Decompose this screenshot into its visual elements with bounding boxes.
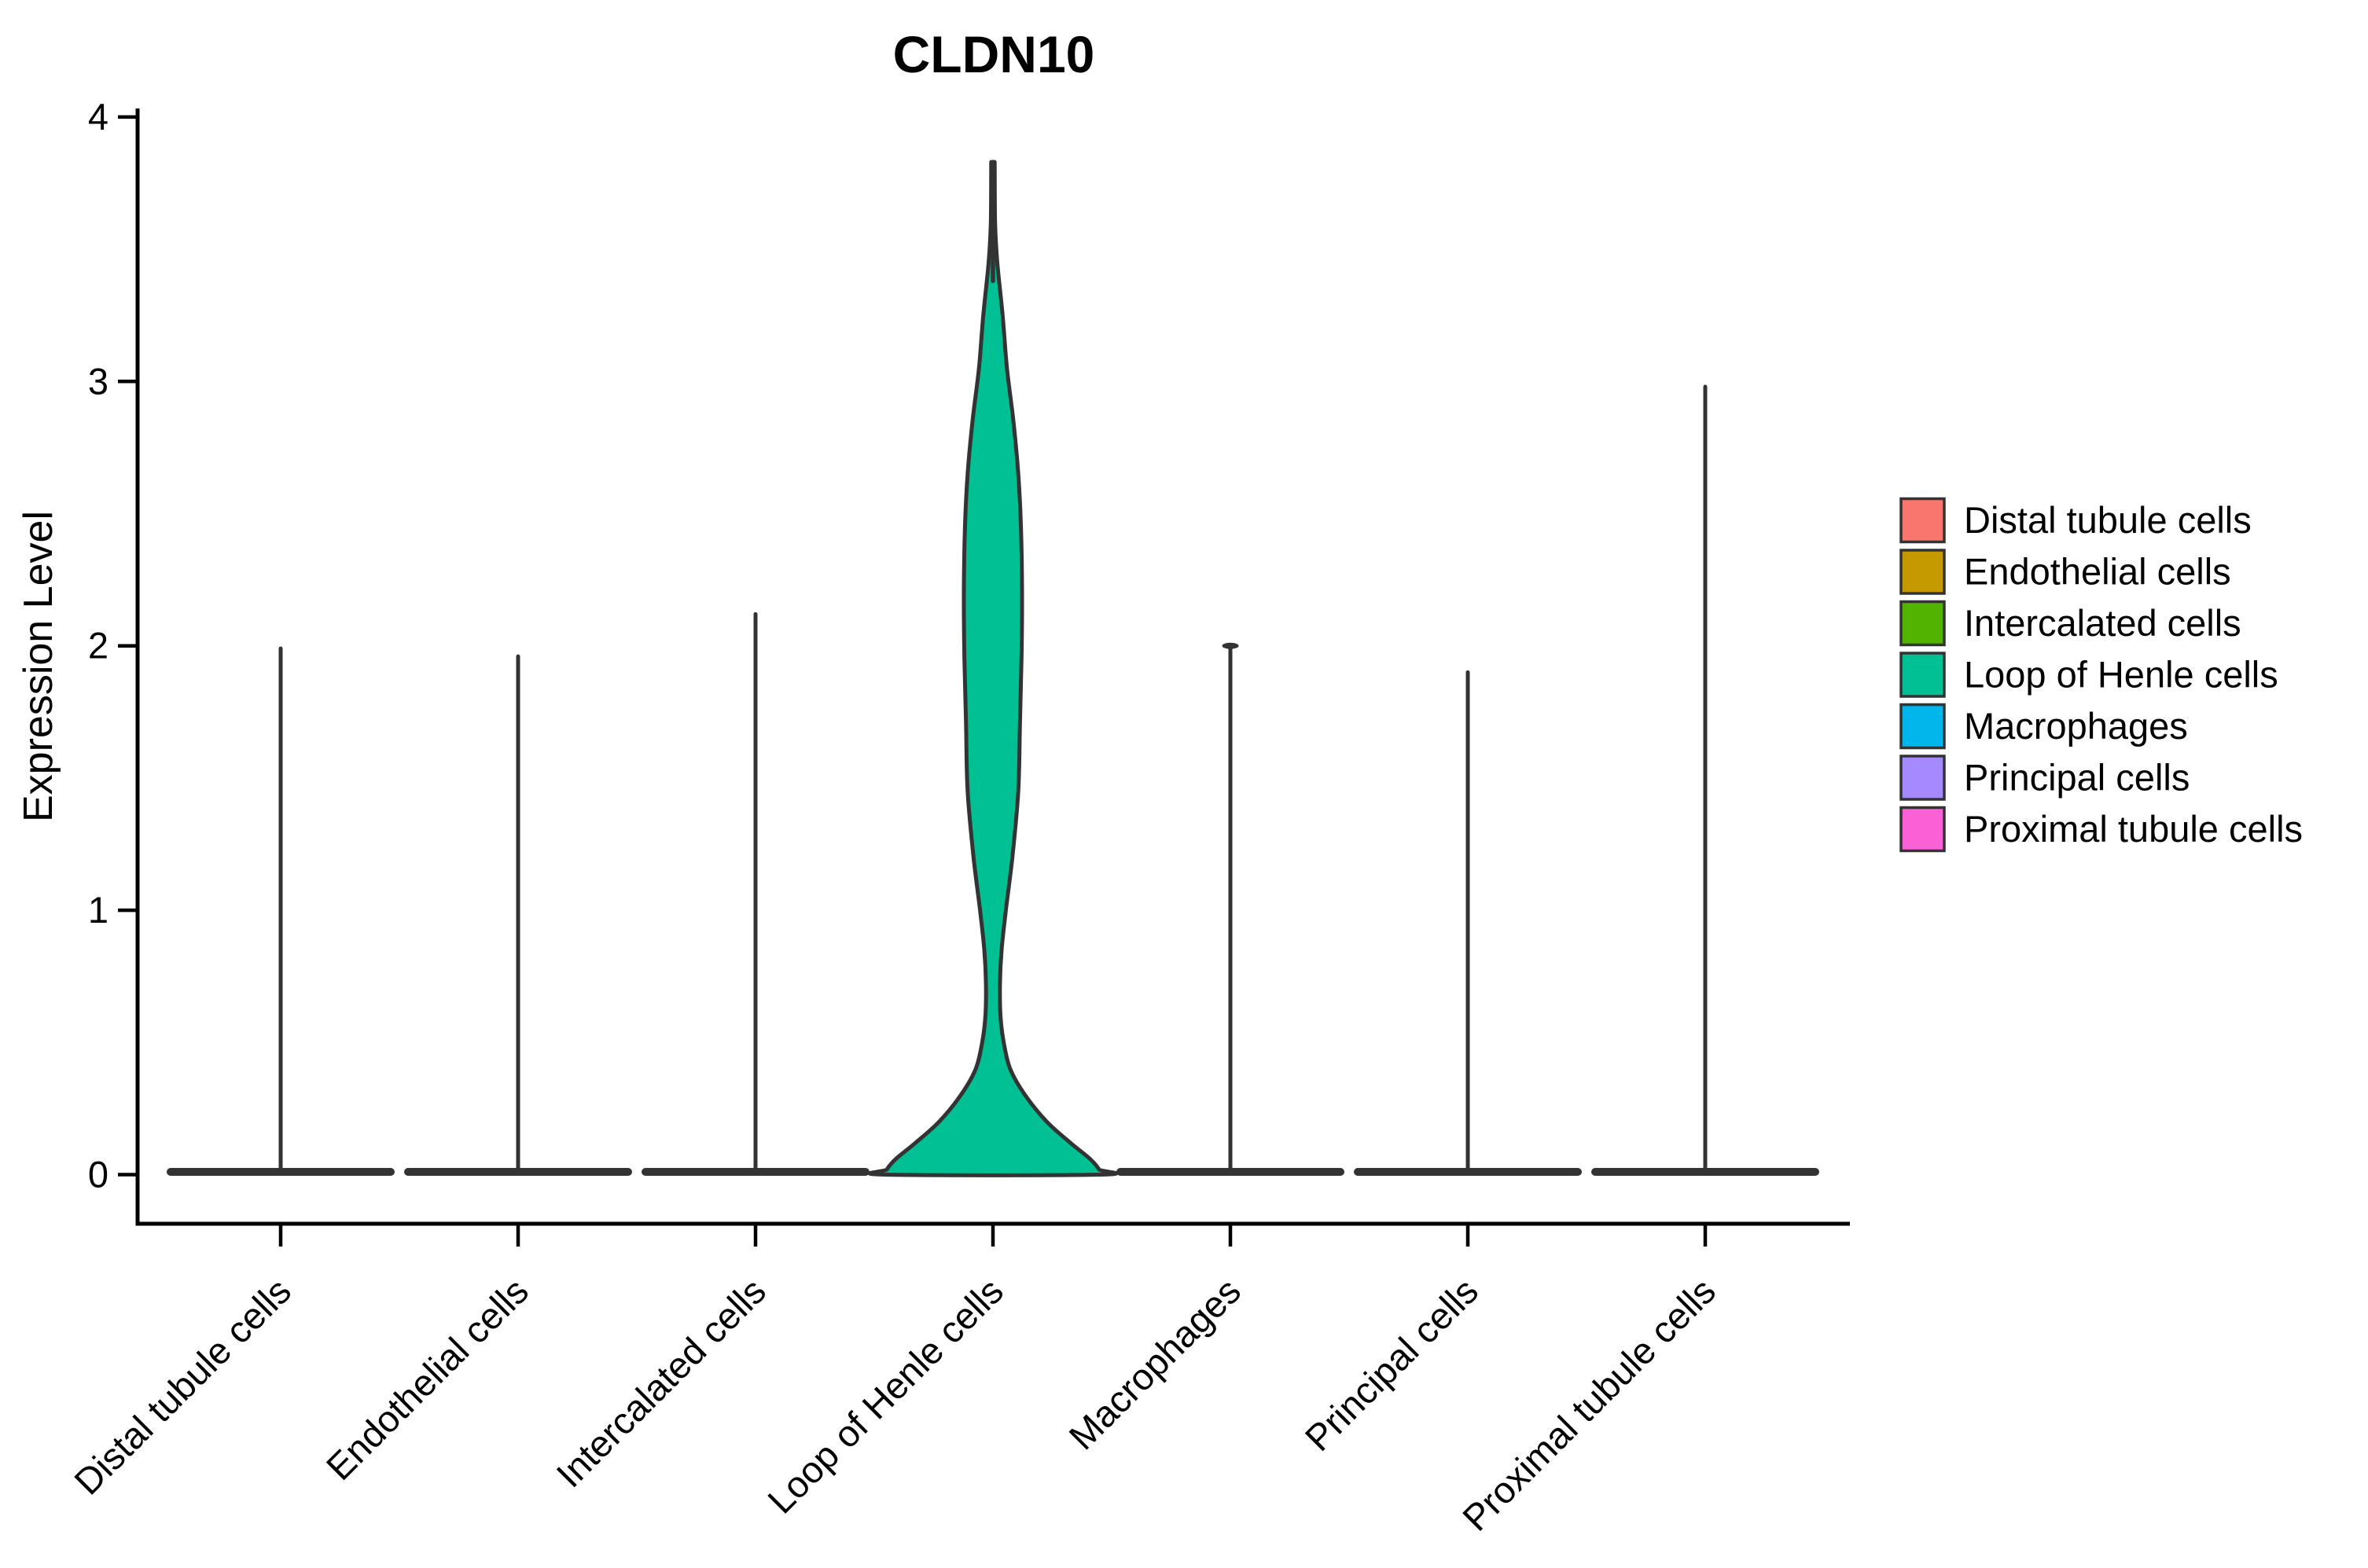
- violin-macrophages: [1116, 642, 1344, 1176]
- legend-key-distal-tubule-cells: [1899, 497, 1946, 544]
- y-tick-label-2: 2: [88, 625, 108, 666]
- violin-endothelial-cells: [404, 654, 632, 1176]
- legend-label-principal-cells: Principal cells: [1964, 757, 2190, 799]
- x-label-intercalated-cells: Intercalated cells: [548, 1270, 774, 1496]
- legend-label-endothelial-cells: Endothelial cells: [1964, 551, 2231, 593]
- legend-label-intercalated-cells: Intercalated cells: [1964, 602, 2241, 644]
- violin-body-loop-of-henle-cells: [867, 160, 1119, 1177]
- violin-principal-cells: [1354, 670, 1582, 1176]
- violin-proximal-tubule-cells: [1591, 384, 1819, 1176]
- legend-item-proximal-tubule-cells: Proximal tubule cells: [1899, 806, 2303, 853]
- legend-label-distal-tubule-cells: Distal tubule cells: [1964, 499, 2252, 541]
- x-label-distal-tubule-cells: Distal tubule cells: [66, 1270, 299, 1503]
- violin-distal-tubule-cells: [167, 646, 395, 1176]
- x-label-proximal-tubule-cells: Proximal tubule cells: [1454, 1270, 1723, 1539]
- x-label-principal-cells: Principal cells: [1296, 1270, 1486, 1460]
- legend-item-macrophages: Macrophages: [1899, 703, 2188, 750]
- legend-item-endothelial-cells: Endothelial cells: [1899, 549, 2231, 595]
- y-tick-label-3: 3: [88, 360, 108, 402]
- y-tick-label-1: 1: [88, 889, 108, 931]
- legend-key-macrophages: [1899, 703, 1946, 750]
- violin-intercalated-cells: [642, 611, 870, 1176]
- legend-label-loop-of-henle-cells: Loop of Henle cells: [1964, 654, 2278, 696]
- legend-key-principal-cells: [1899, 755, 1946, 801]
- legend-item-distal-tubule-cells: Distal tubule cells: [1899, 497, 2252, 544]
- violin-spike-cap-macrophages: [1222, 642, 1239, 649]
- y-axis-title: Expression Level: [16, 511, 61, 822]
- legend-label-macrophages: Macrophages: [1964, 705, 2188, 747]
- x-label-macrophages: Macrophages: [1061, 1270, 1248, 1458]
- x-label-loop-of-henle-cells: Loop of Henle cells: [759, 1270, 1011, 1522]
- y-tick-label-4: 4: [88, 96, 108, 138]
- legend-item-intercalated-cells: Intercalated cells: [1899, 600, 2241, 647]
- x-label-endothelial-cells: Endothelial cells: [318, 1270, 536, 1489]
- violin-loop-of-henle-cells: [867, 160, 1119, 1177]
- y-tick-label-0: 0: [88, 1154, 108, 1195]
- violins-group: [167, 160, 1819, 1177]
- legend-key-proximal-tubule-cells: [1899, 806, 1946, 853]
- legend-item-principal-cells: Principal cells: [1899, 755, 2190, 801]
- y-axis-ticks: 0 1 2 3 4: [88, 96, 136, 1195]
- legend-key-endothelial-cells: [1899, 549, 1946, 595]
- legend-key-loop-of-henle-cells: [1899, 652, 1946, 698]
- x-axis-labels: Distal tubule cells Endothelial cells Inte…: [66, 1270, 1723, 1539]
- legend: Distal tubule cells Endothelial cells Inte…: [1899, 497, 2303, 853]
- legend-label-proximal-tubule-cells: Proximal tubule cells: [1964, 808, 2303, 850]
- x-axis-ticks: [278, 1224, 1708, 1247]
- legend-key-intercalated-cells: [1899, 600, 1946, 647]
- plot-title: CLDN10: [893, 25, 1095, 83]
- legend-item-loop-of-henle-cells: Loop of Henle cells: [1899, 652, 2278, 698]
